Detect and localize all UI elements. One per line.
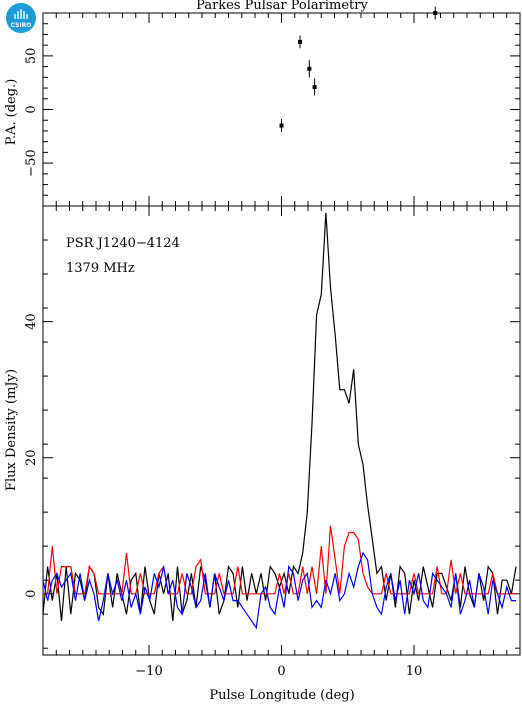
pa-ytick-label: 0 xyxy=(24,105,39,113)
pa-ytick-label: −50 xyxy=(24,149,39,176)
pa-point xyxy=(307,66,312,71)
pa-ylabel: P.A. (deg.) xyxy=(4,79,19,146)
pa-point xyxy=(298,39,303,44)
logo-text: CSIRO xyxy=(11,22,32,29)
flux-series-line xyxy=(42,551,516,630)
flux-ytick-label: 0 xyxy=(24,590,39,598)
pa-ytick-label: 50 xyxy=(24,48,39,65)
flux-axis-ticks: 0 20 40 −10 0 10 xyxy=(24,206,521,679)
flux-ytick-label: 40 xyxy=(24,313,39,330)
pulsar-name-annotation: PSR J1240−4124 xyxy=(66,236,180,251)
pa-axis-ticks: −50 0 50 xyxy=(24,13,521,206)
csiro-logo: CSIRO xyxy=(6,3,36,33)
pa-point xyxy=(312,84,317,89)
flux-xtick-label: −10 xyxy=(135,664,162,679)
logo-bars-icon xyxy=(14,9,28,19)
pa-points xyxy=(279,6,438,133)
pa-point xyxy=(433,11,438,15)
pa-panel-frame xyxy=(42,12,521,207)
flux-series-line xyxy=(43,525,516,595)
flux-ytick-label: 20 xyxy=(24,449,39,466)
flux-xtick-label: 10 xyxy=(406,664,423,679)
chart-title: Parkes Pulsar Polarimetry xyxy=(196,0,368,13)
pa-point xyxy=(279,123,284,128)
flux-xtick-label: 0 xyxy=(277,664,285,679)
frequency-annotation: 1379 MHz xyxy=(66,261,135,276)
flux-series-group xyxy=(42,212,517,630)
xlabel: Pulse Longitude (deg) xyxy=(209,688,354,703)
flux-ylabel: Flux Density (mJy) xyxy=(4,369,19,491)
